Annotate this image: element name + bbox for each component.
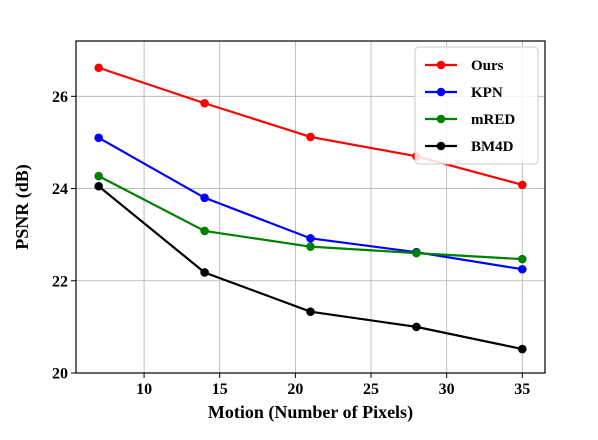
y-tick-label: 26 <box>52 89 68 106</box>
y-tick-label: 22 <box>52 273 68 290</box>
legend-box <box>414 46 539 165</box>
plot-frame <box>75 40 546 374</box>
data-point-ours <box>94 63 103 73</box>
data-point-ours <box>306 132 315 142</box>
y-tick-label: 24 <box>52 181 68 198</box>
x-tick-label: 20 <box>287 381 303 398</box>
data-point-bm4d <box>412 322 421 332</box>
x-tick-label: 15 <box>212 381 228 398</box>
x-tick-label: 25 <box>363 381 379 398</box>
y-tick-label: 20 <box>52 366 68 383</box>
data-point-mred <box>518 254 527 264</box>
series-lines <box>94 63 527 354</box>
legend-label-kpn: KPN <box>471 85 503 101</box>
legend-label-mred: mRED <box>471 112 515 128</box>
legend: Ours KPN mRED BM4D <box>414 46 539 165</box>
legend-label-ours: Ours <box>471 58 504 74</box>
legend-marker-ours <box>436 60 446 70</box>
axis-ticks: 10 15 20 25 30 35 20 22 24 26 <box>52 89 530 398</box>
x-tick-label: 30 <box>439 381 455 398</box>
data-point-kpn <box>200 193 209 203</box>
data-point-mred <box>412 248 421 258</box>
data-point-mred <box>306 242 315 251</box>
x-axis-label: Motion (Number of Pixels) <box>208 402 413 423</box>
data-point-kpn <box>306 234 315 243</box>
x-tick-label: 10 <box>136 381 152 398</box>
y-axis-label: PSNR (dB) <box>12 164 33 250</box>
series-line-bm4d <box>97 185 523 351</box>
data-point-mred <box>200 226 209 236</box>
data-point-bm4d <box>200 268 209 277</box>
legend-label-bm4d: BM4D <box>471 139 514 155</box>
data-point-kpn <box>94 133 103 143</box>
legend-marker-bm4d <box>436 141 446 151</box>
legend-marker-mred <box>436 114 446 124</box>
data-point-kpn <box>518 264 527 274</box>
data-point-ours <box>200 98 209 108</box>
data-point-mred <box>94 171 103 181</box>
data-point-bm4d <box>306 307 315 316</box>
data-point-bm4d <box>94 181 103 191</box>
x-tick-label: 35 <box>514 381 530 398</box>
legend-marker-kpn <box>436 87 446 97</box>
data-point-ours <box>518 180 527 190</box>
data-point-bm4d <box>518 344 527 354</box>
